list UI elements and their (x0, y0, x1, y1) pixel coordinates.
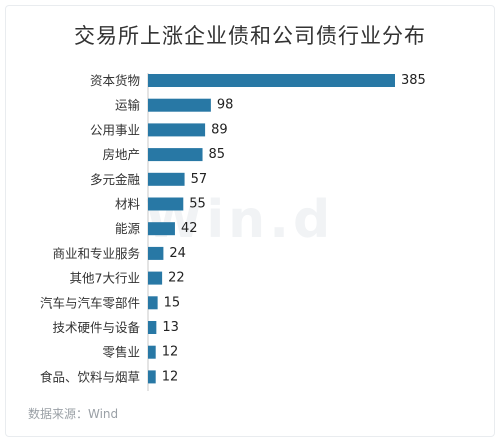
category-label: 技术硬件与设备 (52, 320, 140, 335)
value-label: 55 (189, 197, 206, 212)
value-label: 22 (168, 271, 185, 286)
bar (148, 246, 164, 260)
value-label: 57 (191, 172, 208, 187)
bar (148, 296, 158, 310)
value-label: 12 (162, 345, 179, 360)
bar (148, 271, 163, 285)
bar (148, 148, 203, 162)
bar (148, 370, 156, 384)
bar (148, 172, 185, 186)
category-label: 多元金融 (90, 172, 141, 187)
value-label: 42 (181, 221, 198, 236)
value-label: 12 (162, 369, 179, 384)
chart-title: 交易所上涨企业债和公司债行业分布 (74, 24, 426, 48)
category-label: 资本货物 (90, 73, 140, 88)
data-source: 数据来源：Wind (28, 407, 119, 421)
bar (148, 345, 156, 359)
bar (148, 98, 211, 112)
value-label: 98 (217, 98, 234, 113)
category-label: 商业和专业服务 (52, 246, 140, 261)
category-label: 运输 (115, 98, 141, 113)
category-label: 公用事业 (90, 122, 140, 137)
value-label: 13 (162, 320, 179, 335)
category-label: 房地产 (102, 147, 140, 162)
category-label: 其他7大行业 (70, 271, 140, 286)
category-label: 材料 (115, 197, 141, 212)
value-label: 24 (169, 246, 186, 261)
value-label: 85 (209, 147, 226, 162)
category-label: 汽车与汽车零部件 (40, 295, 140, 310)
bar (148, 197, 184, 211)
bar (148, 74, 395, 87)
bar (148, 321, 157, 334)
category-label: 食品、饮料与烟草 (40, 369, 140, 384)
bar (148, 222, 175, 236)
value-label: 89 (211, 122, 228, 137)
bar (148, 123, 206, 137)
bar-group: 资本货物 385 运输 98 公用事业 89 房地产 85 多元金融 57 材料 55 能源 42 商业和专… (40, 73, 426, 384)
category-label: 能源 (115, 221, 141, 236)
category-label: 零售业 (102, 345, 140, 360)
value-label: 385 (401, 73, 426, 88)
value-label: 15 (164, 295, 181, 310)
